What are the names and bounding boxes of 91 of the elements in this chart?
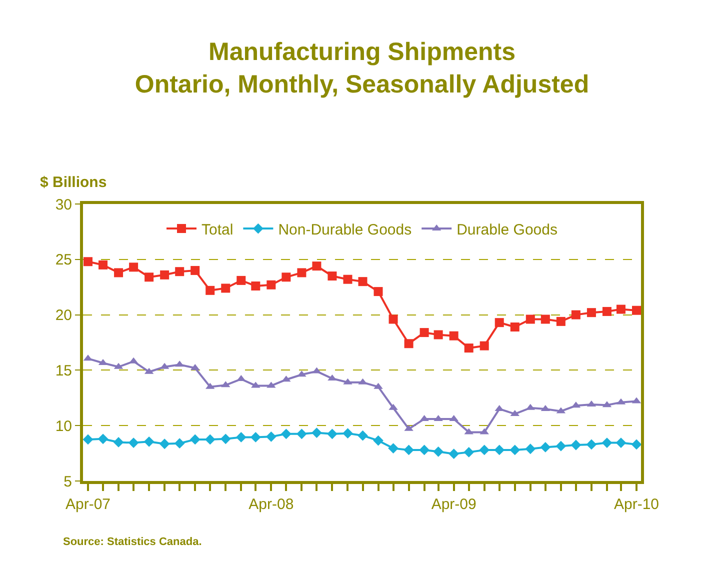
x-tick-label: Apr-07	[65, 496, 111, 513]
point	[221, 284, 230, 293]
point	[494, 318, 504, 328]
point	[328, 272, 337, 281]
point	[250, 432, 261, 442]
point	[144, 436, 154, 447]
point	[144, 272, 154, 282]
point	[128, 438, 139, 448]
point	[540, 314, 550, 324]
point	[312, 428, 322, 438]
point	[433, 446, 444, 457]
point	[494, 444, 505, 456]
point	[602, 306, 612, 316]
point	[388, 314, 398, 324]
point	[84, 257, 92, 266]
point	[343, 274, 352, 284]
y-axis-title: $ Billions	[40, 174, 107, 191]
point	[297, 268, 306, 278]
point	[296, 428, 307, 440]
point	[251, 281, 260, 290]
point	[540, 442, 551, 452]
legend-label: Total	[202, 221, 234, 238]
point	[464, 344, 474, 353]
point	[632, 306, 641, 315]
point	[420, 328, 429, 338]
point	[282, 272, 291, 282]
point	[556, 316, 566, 326]
y-tick-label: 30	[55, 196, 72, 214]
point	[204, 434, 216, 445]
point	[327, 428, 338, 440]
point	[449, 331, 458, 340]
legend-label: Non-Durable Goods	[278, 221, 412, 238]
point	[82, 434, 94, 445]
point	[419, 444, 430, 456]
point	[510, 444, 520, 456]
point	[358, 277, 368, 286]
point	[358, 430, 368, 441]
point	[556, 440, 566, 452]
x-tick-label: Apr-08	[248, 496, 294, 513]
point	[113, 437, 124, 448]
y-tick-label: 25	[55, 252, 72, 269]
y-tick-label: 5	[64, 473, 72, 490]
point	[602, 438, 612, 448]
point	[266, 431, 276, 442]
point	[342, 428, 353, 439]
point	[448, 448, 460, 460]
point	[98, 434, 108, 444]
point	[631, 439, 642, 450]
point	[280, 428, 292, 440]
y-tick-label: 15	[55, 362, 72, 380]
point	[616, 438, 626, 448]
point	[373, 435, 384, 446]
point	[174, 438, 185, 449]
point	[616, 304, 626, 314]
point	[479, 444, 490, 456]
point	[220, 434, 231, 444]
point	[586, 439, 597, 450]
point	[480, 341, 489, 350]
point	[526, 314, 535, 324]
chart-title: Manufacturing Shipments	[208, 38, 516, 66]
point	[404, 444, 414, 456]
point	[206, 286, 215, 295]
point	[114, 268, 124, 278]
point	[510, 322, 520, 332]
y-tick-label: 10	[55, 418, 72, 435]
point	[586, 308, 596, 318]
point	[266, 280, 276, 290]
x-tick-label: Apr-10	[614, 496, 660, 513]
point	[464, 446, 474, 458]
point	[571, 310, 580, 320]
point	[434, 330, 443, 340]
point	[570, 440, 582, 450]
point	[98, 260, 108, 270]
point	[404, 339, 414, 348]
point	[160, 270, 170, 280]
point	[374, 287, 383, 296]
legend-label: Durable Goods	[456, 221, 558, 238]
y-tick-label: 20	[55, 307, 72, 324]
x-tick-label: Apr-09	[431, 496, 476, 513]
point	[159, 438, 170, 450]
point	[190, 434, 200, 445]
point	[190, 266, 200, 275]
point	[236, 276, 246, 285]
source-note: Source: Statistics Canada.	[63, 536, 202, 548]
point	[175, 267, 184, 276]
point	[129, 262, 138, 272]
point	[312, 262, 322, 271]
point	[388, 443, 398, 454]
point	[236, 432, 246, 442]
chart-subtitle: Ontario, Monthly, Seasonally Adjusted	[134, 70, 590, 98]
point	[525, 444, 536, 454]
